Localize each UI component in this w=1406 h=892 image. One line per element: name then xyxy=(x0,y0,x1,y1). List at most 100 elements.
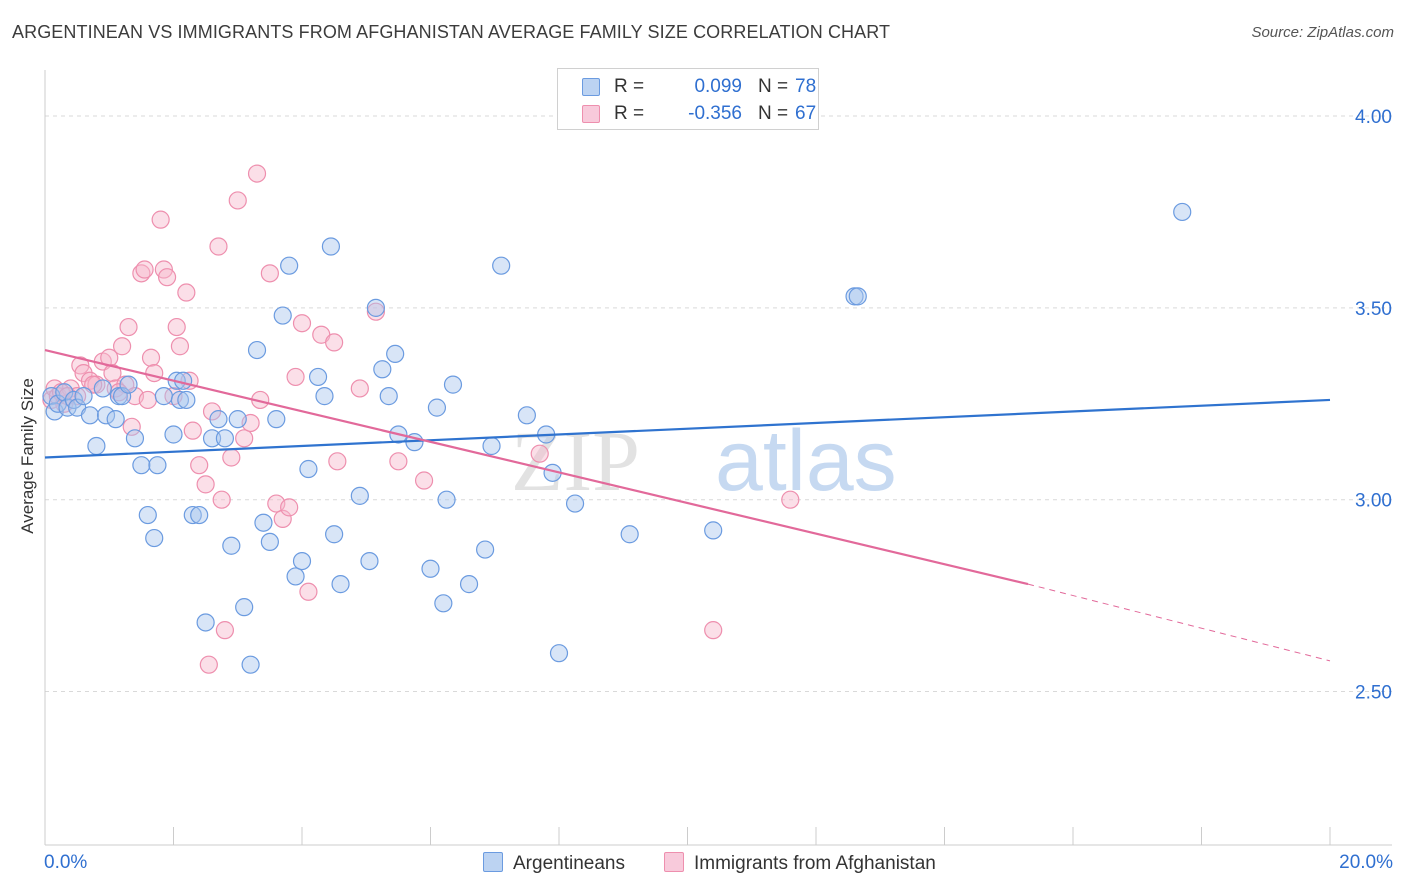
argentinean-point xyxy=(112,387,132,406)
afghanistan-point xyxy=(151,210,170,229)
source-credit: Source: ZipAtlas.com xyxy=(1251,24,1394,41)
afghanistan-point xyxy=(235,429,254,448)
argentinean-point xyxy=(170,390,190,410)
afghanistan-point xyxy=(170,337,190,356)
afghanistan-point xyxy=(366,302,385,321)
argentinean-point xyxy=(325,525,344,544)
afghanistan-point xyxy=(292,314,312,333)
argentinean-point xyxy=(55,383,74,402)
argentinean-point xyxy=(280,256,299,275)
argentinean-point xyxy=(177,390,196,410)
argentinean-point xyxy=(145,528,164,548)
legend-swatch-pink xyxy=(582,105,600,123)
argentinean-point xyxy=(132,456,151,475)
afghanistan-point xyxy=(112,337,132,356)
afghanistan-point xyxy=(135,260,154,279)
argentinean-point xyxy=(138,505,157,525)
argentinean-point xyxy=(434,594,453,613)
argentinean-point xyxy=(125,429,145,448)
argentinean-point xyxy=(1173,202,1192,222)
argentineans-trend-line xyxy=(44,398,1331,459)
argentinean-point xyxy=(292,551,312,571)
y-tick-label: 4.00 xyxy=(1355,107,1392,128)
afghanistan-point xyxy=(781,490,800,509)
x-tick-min: 0.0% xyxy=(44,852,88,873)
y-tick-labels: 2.50 3.00 3.50 4.00 xyxy=(1355,107,1392,703)
afghanistan-point xyxy=(190,456,209,475)
argentinean-point xyxy=(848,287,867,306)
argentinean-point xyxy=(209,410,228,429)
argentinean-point xyxy=(196,613,215,632)
argentinean-point xyxy=(74,387,93,406)
legend-swatch-blue xyxy=(582,78,600,96)
afghanistan-point xyxy=(119,317,138,337)
argentinean-point xyxy=(164,425,183,444)
argentinean-point xyxy=(273,306,292,325)
afghanistan-point xyxy=(183,421,202,440)
afghanistan-point xyxy=(167,317,186,337)
afghanistan-point xyxy=(141,348,161,367)
argentinean-point xyxy=(421,559,440,578)
argentinean-point xyxy=(215,429,234,448)
afghanistan-point xyxy=(260,264,279,283)
x-tick-max: 20.0% xyxy=(1339,852,1393,873)
afghanistan-point xyxy=(145,363,164,383)
series-afghanistan-points xyxy=(42,164,800,674)
argentinean-point xyxy=(299,459,318,479)
argentinean-point xyxy=(704,521,723,540)
argentinean-point xyxy=(183,505,202,525)
series-argentineans-points xyxy=(42,202,1192,674)
legend-item-argentineans[interactable]: Argentineans xyxy=(483,852,625,875)
argentinean-point xyxy=(254,513,273,532)
r-value: 0.099 xyxy=(694,76,742,97)
argentinean-point xyxy=(427,398,447,417)
argentinean-point xyxy=(315,387,334,406)
argentinean-point xyxy=(321,237,341,256)
argentinean-point xyxy=(476,540,495,559)
argentinean-point xyxy=(517,406,536,425)
afghanistan-point xyxy=(328,452,347,471)
argentinean-point xyxy=(549,644,569,663)
argentinean-point xyxy=(437,490,456,509)
argentinean-point xyxy=(620,525,639,544)
argentinean-point xyxy=(443,375,463,394)
argentinean-point xyxy=(492,256,511,275)
r-value: -0.356 xyxy=(688,103,742,124)
afghanistan-point xyxy=(273,509,292,528)
n-label: N = xyxy=(758,76,789,97)
watermark-zip: ZIP xyxy=(511,413,640,509)
afghanistan-point xyxy=(299,582,318,601)
argentinean-point xyxy=(260,532,279,552)
argentinean-point xyxy=(235,598,254,617)
correlation-legend: R = 0.099 N = 78 R = -0.356 N = 67 xyxy=(557,68,819,130)
y-tick-label: 3.00 xyxy=(1355,491,1392,512)
argentinean-point xyxy=(106,410,125,429)
afghanistan-point xyxy=(138,390,157,410)
afghanistan-point xyxy=(530,444,549,463)
argentinean-point xyxy=(482,436,501,456)
argentinean-point xyxy=(247,340,267,360)
afghanistan-point xyxy=(228,191,247,210)
argentinean-point xyxy=(119,375,138,394)
argentinean-point xyxy=(80,406,100,425)
afghanistan-point xyxy=(215,621,234,640)
afghanistan-point xyxy=(325,333,344,352)
afghanistan-point xyxy=(704,621,723,640)
legend-item-afghanistan[interactable]: Immigrants from Afghanistan xyxy=(664,852,936,875)
argentinean-point xyxy=(190,505,209,525)
afghanistan-point xyxy=(177,283,196,302)
argentinean-point xyxy=(96,406,116,425)
argentinean-point xyxy=(93,379,112,398)
y-tick-label: 3.50 xyxy=(1355,299,1392,320)
afghanistan-point xyxy=(209,237,228,256)
afghanistan-point xyxy=(222,448,241,467)
afghanistan-point xyxy=(212,490,231,509)
argentinean-point xyxy=(331,575,350,594)
legend-swatch-blue xyxy=(483,852,503,872)
afghanistan-point xyxy=(122,417,141,436)
argentinean-point xyxy=(241,655,260,674)
argentinean-point xyxy=(87,436,106,456)
watermark-atlas: atlas xyxy=(715,413,897,509)
afghanistan-trend-extension xyxy=(1027,583,1331,662)
afghanistan-point xyxy=(196,475,215,494)
